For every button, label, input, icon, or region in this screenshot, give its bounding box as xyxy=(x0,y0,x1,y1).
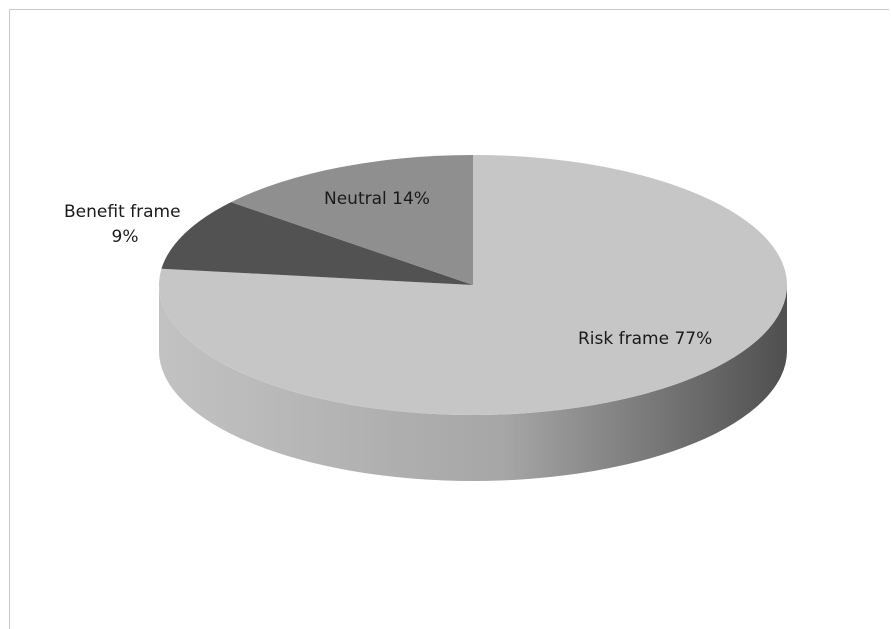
slice-label-benefit-frame: Benefit frame 9% xyxy=(64,202,186,247)
pie-top xyxy=(159,155,788,415)
pie-side-band xyxy=(159,285,787,481)
pie-slice-risk-frame xyxy=(159,155,788,415)
slice-label-neutral: Neutral 14% xyxy=(324,189,430,209)
chart-frame xyxy=(9,9,889,629)
slice-label-risk-frame: Risk frame 77% xyxy=(578,329,712,349)
pie-slice-neutral xyxy=(231,155,473,285)
pie-side xyxy=(159,285,787,481)
pie-slice-benefit-frame xyxy=(161,202,473,285)
